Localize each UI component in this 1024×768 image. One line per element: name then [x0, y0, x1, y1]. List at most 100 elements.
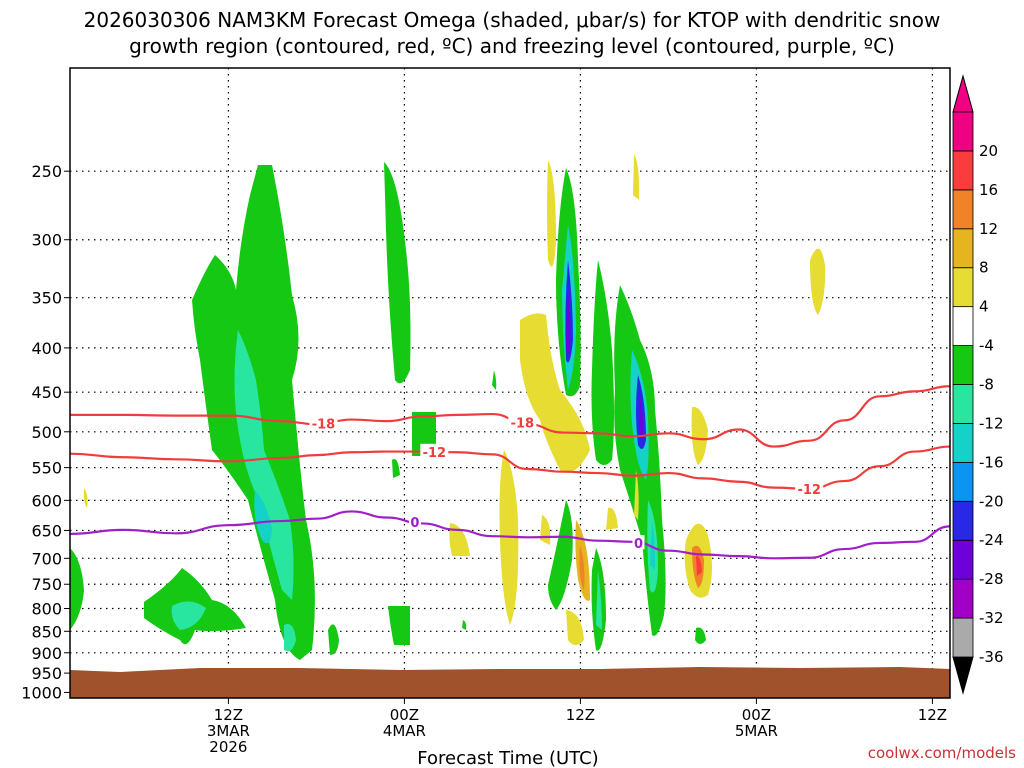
- plot-frame: [69, 67, 951, 699]
- y-tick-label: 800: [31, 600, 62, 619]
- omega-region: [566, 610, 584, 645]
- colorbar-label: 12: [979, 220, 998, 238]
- colorbar-swatch: [952, 345, 974, 385]
- omega-region: [388, 606, 410, 645]
- colorbar-swatch: [952, 461, 974, 502]
- omega-region: [566, 290, 571, 355]
- chart-title-line-2: growth region (contoured, red, ºC) and f…: [129, 34, 895, 58]
- omega-region: [449, 523, 470, 556]
- colorbar-label: -24: [979, 531, 1004, 549]
- y-tick-label: 600: [31, 491, 62, 510]
- contour-label: 0: [410, 516, 419, 531]
- contour-label-bg: [309, 415, 338, 430]
- colorbar-swatch: [952, 423, 974, 463]
- colorbar-label: -32: [979, 609, 1004, 627]
- y-tick-label: 300: [31, 231, 62, 250]
- omega-region: [696, 555, 702, 576]
- x-tick-label: 4MAR: [383, 722, 426, 740]
- omega-region: [633, 154, 640, 200]
- colorbar-swatch: [952, 306, 974, 346]
- y-tick-label: 500: [31, 423, 62, 442]
- omega-region: [328, 624, 339, 655]
- colorbar: -36 -32 -28 -24 -20 -16 -12 -8 -4 4 8 12 16 20: [952, 74, 1004, 695]
- contour-line: [70, 510, 950, 560]
- x-tick-label: 5MAR: [735, 722, 778, 740]
- omega-region: [462, 620, 467, 630]
- y-tick-label: 250: [31, 162, 62, 181]
- colorbar-over-arrow: [952, 74, 974, 113]
- colorbar-swatch: [952, 617, 974, 658]
- contour-label-bg: [508, 414, 537, 429]
- contour-label-bg: [420, 443, 449, 458]
- omega-region: [70, 548, 84, 630]
- omega-region: [591, 260, 614, 465]
- omega-region: [83, 488, 88, 508]
- omega-region: [639, 395, 644, 440]
- omega-region: [650, 520, 656, 570]
- colorbar-swatch: [952, 111, 974, 152]
- ground-surface: [70, 667, 950, 698]
- omega-region: [691, 406, 708, 465]
- colorbar-swatch: [952, 539, 974, 580]
- colorbar-label: -20: [979, 492, 1004, 510]
- colorbar-label: -16: [979, 453, 1004, 471]
- colorbar-swatch: [952, 189, 974, 230]
- y-axis: 250 300 350 400 450 500 550 600 650 700 750 800 850 9…: [21, 162, 70, 702]
- colorbar-label: -28: [979, 570, 1004, 588]
- colorbar-swatch: [952, 578, 974, 619]
- omega-region: [492, 370, 497, 390]
- omega-region: [606, 507, 618, 530]
- colorbar-label: -4: [979, 337, 994, 355]
- y-tick-label: 950: [31, 664, 62, 683]
- contour-label: -12: [797, 483, 821, 498]
- omega-region: [596, 570, 602, 630]
- contour-label-bg: [408, 514, 421, 529]
- contour-label: -18: [511, 417, 535, 432]
- omega-region: [547, 160, 556, 267]
- credit-text[interactable]: coolwx.com/models: [868, 744, 1016, 762]
- colorbar-label: -12: [979, 414, 1004, 432]
- y-tick-label: 900: [31, 644, 62, 663]
- omega-region: [579, 545, 585, 590]
- y-tick-label: 450: [31, 383, 62, 402]
- colorbar-label: -36: [979, 648, 1004, 666]
- contour-label-bg: [795, 480, 824, 495]
- colorbar-label: -8: [979, 376, 994, 394]
- contour-label: 0: [634, 537, 643, 552]
- omega-region: [234, 330, 294, 600]
- y-tick-label: 700: [31, 549, 62, 568]
- colorbar-label: 8: [979, 259, 989, 277]
- y-tick-label: 350: [31, 289, 62, 308]
- omega-region: [384, 162, 411, 384]
- omega-region: [392, 459, 400, 478]
- y-tick-label: 400: [31, 339, 62, 358]
- x-tick-label: 3MAR: [207, 722, 250, 740]
- y-tick-label: 1000: [21, 683, 62, 702]
- colorbar-swatch: [952, 228, 974, 269]
- x-tick-label: 00Z: [742, 706, 771, 724]
- contour-label: -18: [312, 417, 336, 432]
- y-tick-label: 850: [31, 622, 62, 641]
- chart-title-line-1: 2026030306 NAM3KM Forecast Omega (shaded…: [84, 8, 941, 32]
- colorbar-under-arrow: [952, 656, 974, 695]
- omega-region: [810, 248, 826, 315]
- colorbar-label: 20: [979, 142, 998, 160]
- omega-region: [634, 470, 639, 520]
- omega-region: [284, 624, 296, 652]
- y-tick-label: 550: [31, 459, 62, 478]
- contour-label-bg: [632, 535, 645, 550]
- omega-region: [171, 601, 206, 630]
- x-tick-label: 2026: [209, 738, 247, 756]
- x-tick-label: 12Z: [918, 706, 947, 724]
- x-tick-label: 12Z: [214, 706, 243, 724]
- contour-line: [70, 385, 950, 448]
- colorbar-swatch: [952, 384, 974, 424]
- colorbar-swatch: [952, 267, 974, 308]
- y-tick-label: 750: [31, 575, 62, 594]
- contour-label: -12: [423, 446, 447, 461]
- omega-region: [695, 627, 706, 644]
- contour-labels: -18 -18 -12 -12 0 0: [309, 414, 824, 552]
- omega-region: [548, 500, 573, 610]
